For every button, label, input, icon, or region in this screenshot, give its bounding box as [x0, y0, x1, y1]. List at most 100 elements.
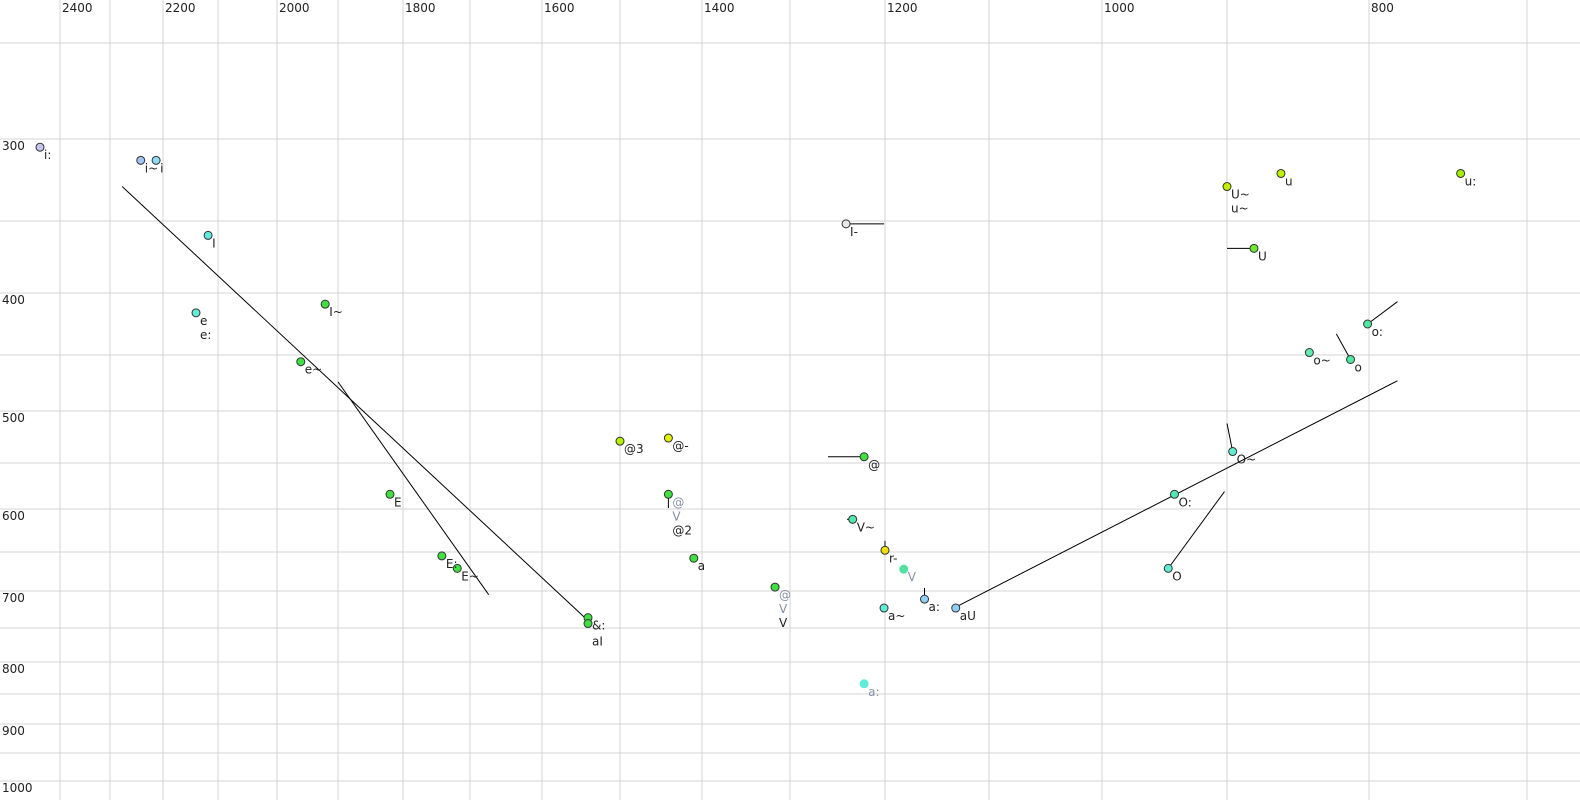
trend-line — [121, 186, 589, 621]
vowel-point — [35, 142, 45, 152]
vowel-label: a: — [868, 685, 879, 699]
vowel-label: O~ — [1237, 453, 1257, 467]
vowel-label: o~ — [1313, 354, 1330, 368]
vowel-point — [848, 514, 858, 524]
vowel-label: I — [212, 236, 216, 250]
vowel-point — [663, 433, 673, 443]
x-tick-label: 1000 — [1104, 1, 1135, 15]
vowel-point — [1170, 489, 1179, 499]
vowel-label: i~ — [145, 161, 158, 175]
vowel-label: V — [908, 570, 917, 584]
vowel-point — [1249, 243, 1259, 253]
vowel-label: @2 — [672, 523, 692, 537]
vowel-point — [841, 219, 851, 229]
x-tick-label: 2000 — [279, 1, 310, 15]
x-tick-label: 1800 — [405, 1, 436, 15]
vowel-trajectory — [1167, 491, 1225, 569]
y-tick-label: 1000 — [2, 781, 33, 795]
vowel-label: a~ — [888, 609, 905, 623]
vowel-label: @ — [779, 588, 791, 602]
vowel-point — [859, 679, 869, 689]
y-tick-label: 500 — [2, 411, 25, 425]
vowel-label: @ — [672, 495, 684, 509]
vowel-label: U~ — [1231, 188, 1250, 202]
y-tick-label: 800 — [2, 662, 25, 676]
vowel-point — [1346, 354, 1356, 364]
x-tick-label: 2400 — [62, 1, 93, 15]
x-tick-label: 1400 — [704, 1, 735, 15]
vowel-label: u: — [1465, 174, 1477, 188]
vowel-label: aI — [592, 635, 603, 649]
vowel-label: I~ — [329, 305, 343, 319]
x-tick-label: 1200 — [887, 1, 918, 15]
vowel-point — [920, 594, 930, 604]
vowel-label: &: — [592, 619, 605, 633]
vowel-label: i: — [44, 148, 51, 162]
vowel-point — [136, 155, 146, 165]
vowel-label: V — [672, 509, 681, 523]
vowel-label: r- — [889, 551, 898, 565]
vowel-label: o — [1355, 360, 1362, 374]
vowel-point — [1276, 168, 1286, 178]
vowel-label: E~ — [461, 569, 479, 583]
vowel-label: u — [1285, 174, 1293, 188]
y-tick-label: 600 — [2, 509, 25, 523]
vowel-point — [203, 230, 213, 240]
trend-line — [337, 381, 490, 595]
vowel-point — [770, 582, 780, 592]
vowel-label: E: — [446, 557, 458, 571]
vowel-label: e~ — [305, 363, 322, 377]
vowel-label: a: — [929, 600, 940, 614]
y-tick-label: 400 — [2, 293, 25, 307]
vowel-label: V — [779, 602, 788, 616]
vowel-label: @3 — [624, 442, 644, 456]
vowel-label: @ — [868, 458, 880, 472]
vowel-label: O — [1172, 569, 1181, 583]
vowel-label: O: — [1179, 495, 1192, 509]
vowel-label: e: — [200, 328, 211, 342]
vowel-point — [615, 436, 625, 446]
vowel-point — [452, 563, 462, 573]
vowel-label: I- — [850, 225, 858, 239]
vowel-point — [1304, 348, 1314, 358]
x-tick-label: 800 — [1371, 1, 1394, 15]
vowel-point — [899, 564, 909, 574]
y-tick-label: 300 — [2, 139, 25, 153]
vowel-point — [1222, 182, 1232, 192]
x-tick-label: 1600 — [544, 1, 575, 15]
vowel-point — [879, 603, 889, 613]
vowel-label: @- — [672, 439, 688, 453]
vowel-point — [191, 308, 201, 318]
vowel-label: u~ — [1231, 202, 1249, 216]
vowel-point — [880, 545, 890, 555]
vowel-point — [1456, 168, 1466, 178]
vowel-label: V~ — [857, 520, 875, 534]
vowel-trajectory — [1226, 423, 1234, 452]
vowel-point — [689, 553, 699, 563]
x-tick-label: 2200 — [165, 1, 196, 15]
vowel-point — [859, 452, 869, 462]
vowel-label: a — [698, 559, 705, 573]
vowel-point — [951, 603, 961, 613]
vowel-label: U — [1258, 249, 1267, 263]
vowel-point — [320, 299, 330, 309]
vowel-point — [296, 357, 306, 367]
vowel-label: o: — [1372, 325, 1383, 339]
vowel-label: V — [779, 616, 788, 630]
vowel-point — [583, 619, 593, 629]
vowel-point — [663, 489, 673, 499]
vowel-point — [1363, 319, 1373, 329]
y-tick-label: 700 — [2, 591, 25, 605]
vowel-point — [151, 155, 161, 165]
vowel-point — [437, 551, 447, 561]
vowel-label: aU — [960, 609, 976, 623]
vowel-label: i — [160, 161, 163, 175]
vowel-point — [385, 489, 395, 499]
vowel-trajectory — [1367, 301, 1398, 325]
vowel-trajectory — [1335, 333, 1351, 360]
vowel-label: E — [394, 495, 402, 509]
y-tick-label: 900 — [2, 724, 25, 738]
vowel-point — [1163, 563, 1173, 573]
